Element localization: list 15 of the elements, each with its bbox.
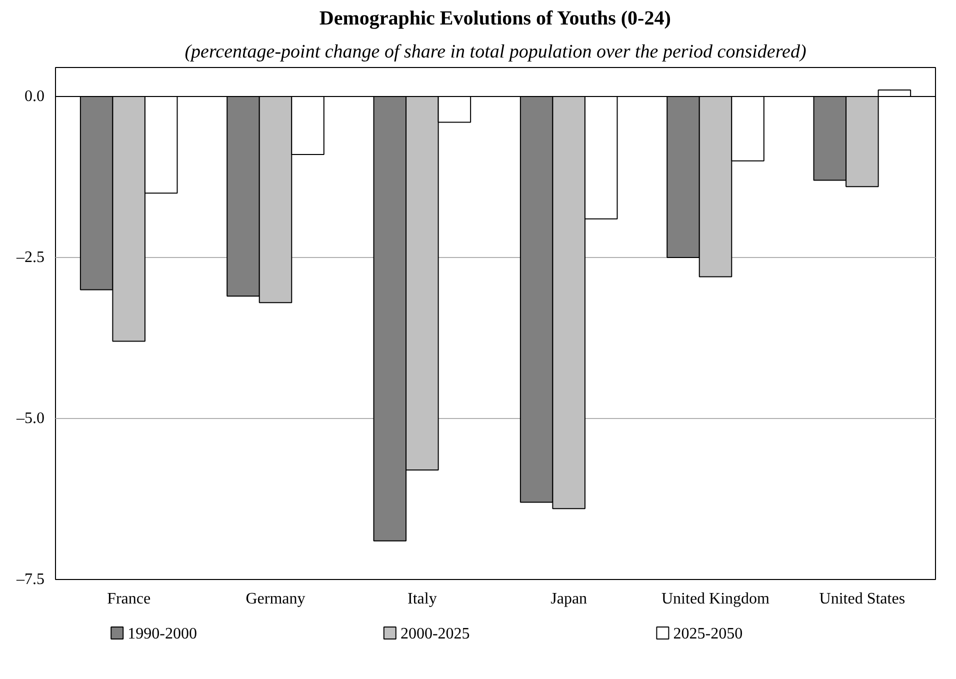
legend-label: 2025-2050	[673, 626, 743, 642]
chart-subtitle: (percentage-point change of share in total population over the period considered)	[184, 42, 806, 62]
x-tick-label: France	[107, 590, 151, 608]
x-tick-label: Italy	[408, 590, 437, 608]
y-tick-label: –5.0	[16, 410, 44, 427]
y-tick-label: 0.0	[24, 88, 44, 105]
x-tick-label: United Kingdom	[662, 590, 770, 608]
chart-title: Demographic Evolutions of Youths (0-24)	[319, 8, 671, 30]
legend-label: 2000-2025	[400, 626, 470, 642]
x-tick-label: Japan	[550, 590, 588, 608]
legend-label: 1990-2000	[128, 626, 197, 642]
y-tick-label: –7.5	[16, 571, 44, 588]
x-tick-label: Germany	[246, 590, 306, 608]
x-tick-label: United States	[819, 590, 906, 608]
y-tick-label: –2.5	[16, 248, 44, 266]
